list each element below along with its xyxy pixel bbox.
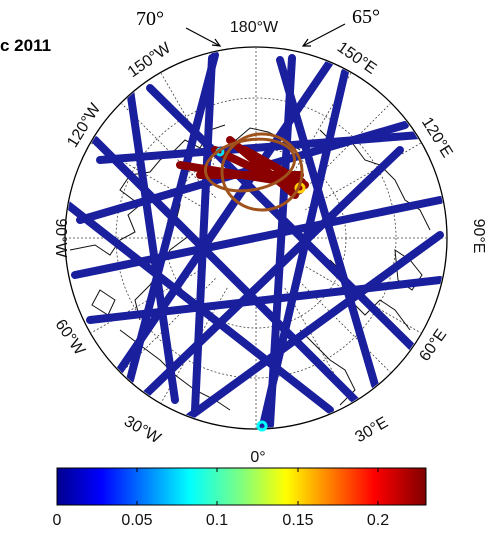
lon-label-left: 90°W: [52, 218, 69, 258]
highlight-ellipses: [203, 132, 304, 212]
colorbar-tick-label: 0.05: [121, 512, 153, 529]
lon-label-right: 90°E: [470, 219, 487, 254]
colorbar-tick-label: 0.15: [282, 512, 314, 529]
arrow-icon: [185, 23, 346, 47]
annotation-left: 70°: [136, 8, 164, 30]
map-title: c 2011: [0, 36, 52, 55]
lon-label-lower-right: 30°E: [352, 414, 391, 446]
colorbar: [56, 467, 427, 506]
colorbar-tick-label: 0.2: [366, 512, 390, 529]
colorbar-tick-label: 0.1: [205, 512, 229, 529]
colorbar-tick-label: 0: [52, 512, 62, 529]
lon-label-bottom: 0°: [250, 449, 265, 466]
lon-label-lower-left: 30°W: [121, 413, 164, 448]
colorbar-ticks: [136, 468, 379, 505]
satellite-tracks: [66, 51, 444, 428]
high-value-tracks: [176, 136, 309, 199]
annotation-right: 65°: [352, 6, 380, 28]
lon-label-top: 180°W: [230, 19, 279, 36]
lon-label-left-lower: 60°W: [51, 316, 88, 359]
